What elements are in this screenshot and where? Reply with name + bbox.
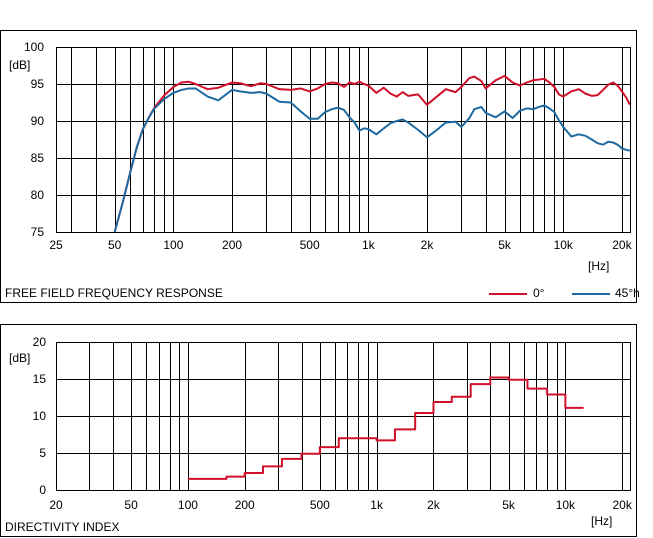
fr-x-axis-label: [Hz] [588,259,609,273]
di-x-tick-label: 20k [613,498,633,512]
di-y-axis-label: [dB] [9,351,30,365]
fr-x-tick-label: 20k [612,238,632,252]
fr-series-line-1 [113,87,630,232]
di-frame [0,324,637,537]
fr-chart: 75 80 85 90 95 100 25 50 100 200 500 1k 2k 5k 10k 20k [d… [0,30,640,303]
fr-y-tick-label: 85 [31,151,45,165]
di-x-tick-label: 2k [427,498,441,512]
di-y-tick-label: 5 [39,446,46,460]
di-x-tick-label: 20 [49,498,63,512]
fr-x-tick-label: 5k [498,238,512,252]
di-x-tick-label: 1k [370,498,384,512]
di-y-tick-label: 10 [33,409,47,423]
fr-x-tick-label: 25 [49,238,63,252]
legend-label-0: 0° [533,286,545,300]
fr-x-tick-label: 100 [163,238,183,252]
di-y-tick-label: 20 [33,335,47,349]
fr-x-tick-label: 500 [300,238,320,252]
fr-frame [0,30,637,303]
di-chart-title: DIRECTIVITY INDEX [5,520,119,534]
fr-plot-border [56,47,631,233]
fr-y-tick-label: 90 [31,114,45,128]
fr-y-tick-label: 100 [24,40,44,54]
fr-x-tick-label: 200 [222,238,242,252]
di-y-tick-label: 15 [33,372,47,386]
fr-x-tick-label: 10k [554,238,574,252]
fr-legend: 0° 45°h [489,286,640,300]
di-x-tick-label: 10k [556,498,576,512]
fr-y-tick-label: 95 [31,77,45,91]
fr-y-tick-label: 80 [31,188,45,202]
fr-chart-title: FREE FIELD FREQUENCY RESPONSE [5,286,223,300]
di-series-line-0 [187,376,584,480]
fr-grid [56,47,630,233]
di-grid [56,342,630,491]
di-x-axis-label: [Hz] [591,514,612,528]
di-y-tick-label: 0 [39,483,46,497]
fr-y-axis-label: [dB] [9,58,30,72]
di-x-tick-label: 200 [235,498,255,512]
di-x-tick-label: 50 [124,498,138,512]
fr-x-tick-label: 2k [421,238,435,252]
legend-label-1: 45°h [615,286,640,300]
di-x-tick-label: 100 [178,498,198,512]
di-plot-border [56,342,631,491]
fr-series-line-0 [113,74,630,232]
fr-x-tick-label: 50 [108,238,122,252]
di-x-tick-label: 500 [310,498,330,512]
di-x-tick-label: 5k [502,498,516,512]
fr-x-tick-label: 1k [362,238,376,252]
di-chart: 0 5 10 15 20 20 50 100 200 500 1k 2k 5k 10k 20k [dB] [Hz… [0,324,637,537]
fr-y-tick-label: 75 [31,225,45,239]
